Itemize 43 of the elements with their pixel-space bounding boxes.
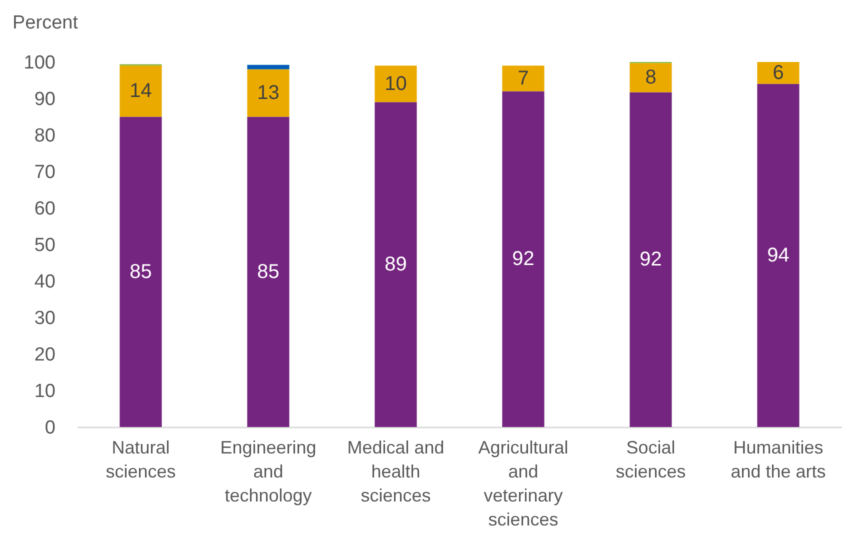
data-label: 13 <box>257 82 280 104</box>
bar <box>247 64 290 70</box>
data-label: 92 <box>512 248 534 270</box>
data-label: 85 <box>130 260 152 283</box>
bar <box>374 102 417 427</box>
data-label: 89 <box>384 254 407 276</box>
data-label: 94 <box>767 244 790 266</box>
y-tick-label: 10 <box>34 381 56 402</box>
bar <box>757 62 800 84</box>
data-label: 14 <box>130 80 152 102</box>
bar <box>120 66 162 117</box>
x-tick-label: Agricultural and veterinary sciences <box>478 438 568 530</box>
x-tick-label: Medical and health sciences <box>347 438 444 506</box>
bar <box>630 92 672 427</box>
y-axis-title: Percent <box>12 12 79 34</box>
x-tick-label: Social sciences <box>616 438 686 482</box>
x-tick-label: Natural sciences <box>106 438 176 482</box>
bar <box>120 116 162 427</box>
bar <box>247 116 290 427</box>
data-label: 6 <box>772 62 784 84</box>
y-tick-label: 60 <box>34 198 56 220</box>
y-tick-label: 30 <box>34 308 56 329</box>
data-label: 7 <box>518 67 529 90</box>
x-tick-label: Humanities and the arts <box>730 438 826 482</box>
y-tick-label: 100 <box>24 52 56 74</box>
bar <box>374 66 417 102</box>
y-tick-label: 0 <box>44 418 56 438</box>
bar <box>247 69 290 117</box>
bar <box>502 91 544 427</box>
y-tick-label: 90 <box>34 89 56 110</box>
y-tick-label: 20 <box>34 344 56 366</box>
y-tick-label: 70 <box>34 162 56 183</box>
data-label: 92 <box>640 248 662 271</box>
y-tick-label: 50 <box>34 235 56 256</box>
data-label: 8 <box>645 66 656 89</box>
data-label: 10 <box>384 72 407 95</box>
bar <box>757 84 800 427</box>
y-tick-label: 40 <box>34 272 56 292</box>
bar <box>502 66 544 92</box>
bar <box>630 63 672 92</box>
y-tick-label: 80 <box>34 126 56 146</box>
data-label: 85 <box>257 260 280 283</box>
x-tick-label: Engineering and technology <box>220 438 316 506</box>
